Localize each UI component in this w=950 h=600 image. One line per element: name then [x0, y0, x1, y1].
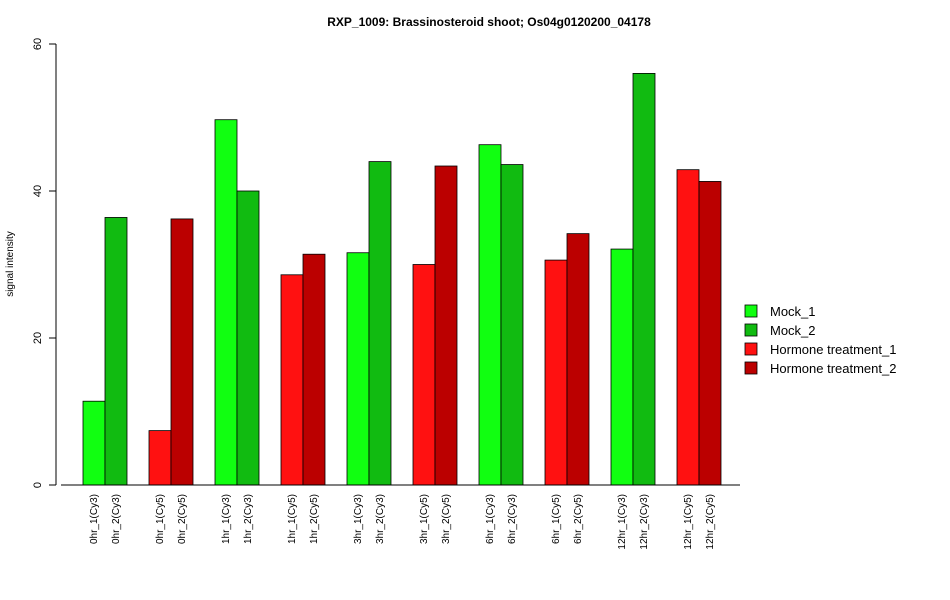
bar: [412, 264, 436, 486]
x-tick-label: 6hr_1(Cy5): [551, 494, 562, 544]
legend: Mock_1 Mock_2 Hormone treatment_1 Hormone t…: [744, 304, 896, 376]
bar: [104, 217, 128, 486]
bar: [610, 248, 634, 486]
chart-title: RXP_1009: Brassinosteroid shoot; Os04g01…: [327, 15, 651, 29]
x-tick-label: 6hr_2(Cy3): [507, 494, 518, 544]
x-tick-label: 12hr_2(Cy5): [705, 494, 716, 550]
x-tick-label: 3hr_1(Cy3): [353, 494, 364, 544]
bar: [632, 73, 656, 486]
legend-swatch: [744, 304, 758, 318]
bar: [566, 233, 590, 486]
bar: [368, 161, 392, 486]
bar: [236, 190, 260, 486]
x-tick-label: 1hr_2(Cy5): [309, 494, 320, 544]
x-tick-label: 6hr_1(Cy3): [485, 494, 496, 544]
legend-label: Mock_2: [770, 323, 816, 338]
x-tick-label: 3hr_2(Cy5): [441, 494, 452, 544]
y-tick-label: 60: [32, 38, 44, 50]
bar: [302, 253, 326, 486]
x-tick-label: 3hr_1(Cy5): [419, 494, 430, 544]
x-tick-label: 12hr_1(Cy3): [617, 494, 628, 550]
category-labels: 0hr_1(Cy3) 0hr_2(Cy3) 0hr_1(Cy5) 0hr_2(Cy5)…: [89, 494, 716, 550]
x-tick-label: 0hr_1(Cy3): [89, 494, 100, 544]
bar: [214, 119, 238, 486]
bar: [478, 144, 502, 486]
y-tick-label: 0: [32, 482, 44, 488]
bar: [676, 169, 700, 486]
bars: [82, 73, 722, 486]
legend-swatch: [744, 361, 758, 375]
bar: [170, 218, 194, 486]
bar: [698, 181, 722, 486]
y-tick-label: 20: [32, 332, 44, 344]
legend-label: Hormone treatment_1: [770, 342, 896, 357]
bar: [500, 164, 524, 486]
bar: [346, 252, 370, 486]
x-tick-label: 1hr_1(Cy5): [287, 494, 298, 544]
x-tick-label: 6hr_2(Cy5): [573, 494, 584, 544]
y-axis: 0 20 40 60: [32, 38, 57, 488]
legend-swatch: [744, 342, 758, 356]
x-tick-label: 12hr_1(Cy5): [683, 494, 694, 550]
bar: [280, 274, 304, 486]
x-tick-label: 3hr_2(Cy3): [375, 494, 386, 544]
legend-label: Hormone treatment_2: [770, 361, 896, 376]
bar: [434, 165, 458, 486]
x-tick-label: 12hr_2(Cy3): [639, 494, 650, 550]
x-tick-label: 0hr_1(Cy5): [155, 494, 166, 544]
bar: [148, 430, 172, 486]
legend-swatch: [744, 323, 758, 337]
x-tick-label: 1hr_1(Cy3): [221, 494, 232, 544]
x-tick-label: 0hr_2(Cy5): [177, 494, 188, 544]
x-tick-label: 0hr_2(Cy3): [111, 494, 122, 544]
y-tick-label: 40: [32, 185, 44, 197]
bar: [82, 400, 106, 486]
legend-label: Mock_1: [770, 304, 816, 319]
x-tick-label: 1hr_2(Cy3): [243, 494, 254, 544]
y-axis-label: signal intensity: [5, 231, 16, 297]
bar: [544, 259, 568, 486]
